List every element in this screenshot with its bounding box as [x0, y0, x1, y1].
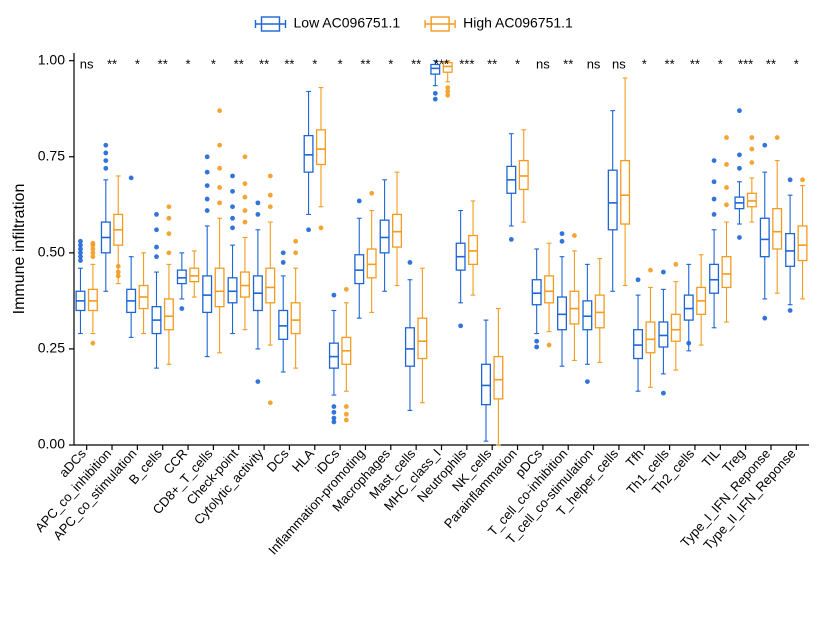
svg-text:***: ***	[459, 57, 474, 72]
svg-text:0.50: 0.50	[38, 244, 65, 260]
svg-text:**: **	[284, 57, 294, 72]
svg-text:***: ***	[434, 57, 449, 72]
svg-text:**: **	[411, 57, 421, 72]
svg-text:***: ***	[738, 57, 753, 72]
svg-text:High AC096751.1: High AC096751.1	[463, 15, 573, 31]
svg-text:**: **	[665, 57, 675, 72]
svg-text:Low AC096751.1: Low AC096751.1	[294, 15, 401, 31]
svg-text:*: *	[794, 57, 799, 72]
svg-text:0.75: 0.75	[38, 147, 65, 163]
svg-text:0.00: 0.00	[38, 436, 65, 452]
svg-text:ns: ns	[587, 57, 601, 72]
svg-text:**: **	[259, 57, 269, 72]
svg-text:*: *	[338, 57, 343, 72]
svg-text:**: **	[234, 57, 244, 72]
svg-text:**: **	[158, 57, 168, 72]
svg-text:*: *	[135, 57, 140, 72]
svg-text:1.00: 1.00	[38, 51, 65, 67]
svg-text:*: *	[718, 57, 723, 72]
svg-text:*: *	[186, 57, 191, 72]
immune-infiltration-boxplot: 0.000.250.500.751.00Immune infiltrationa…	[0, 0, 825, 619]
svg-text:ns: ns	[612, 57, 626, 72]
svg-text:**: **	[766, 57, 776, 72]
svg-text:*: *	[211, 57, 216, 72]
svg-text:*: *	[388, 57, 393, 72]
svg-text:**: **	[690, 57, 700, 72]
svg-text:**: **	[563, 57, 573, 72]
svg-text:0.25: 0.25	[38, 340, 65, 356]
svg-text:ns: ns	[536, 57, 550, 72]
svg-text:**: **	[360, 57, 370, 72]
svg-text:**: **	[487, 57, 497, 72]
svg-text:Immune infiltration: Immune infiltration	[11, 184, 28, 315]
svg-text:*: *	[642, 57, 647, 72]
svg-text:**: **	[107, 57, 117, 72]
svg-text:*: *	[312, 57, 317, 72]
svg-text:*: *	[515, 57, 520, 72]
svg-text:ns: ns	[80, 57, 94, 72]
